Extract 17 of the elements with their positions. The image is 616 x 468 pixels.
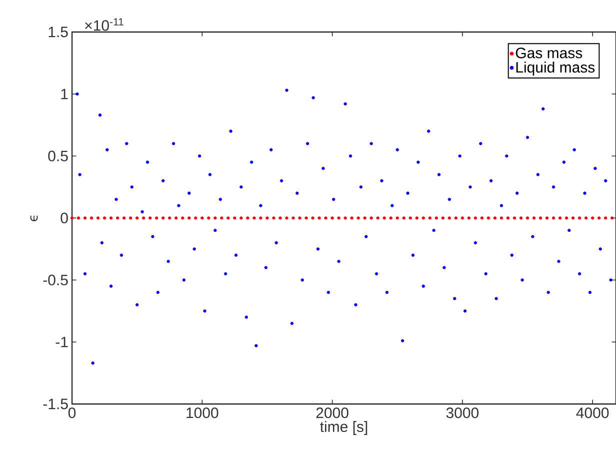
y-tick-label: 1.5 bbox=[48, 26, 68, 38]
x-tick-label: 1000 bbox=[186, 408, 218, 418]
x-tick-label: 3000 bbox=[446, 408, 479, 418]
legend-label: Gas mass bbox=[516, 48, 582, 58]
y-tick-label: 1 bbox=[61, 88, 68, 100]
x-axis-title: time [s] bbox=[320, 421, 368, 435]
y-tick-label: -1.5 bbox=[43, 398, 68, 410]
y-tick-label: 0 bbox=[60, 212, 68, 224]
x-tick-label: 2000 bbox=[316, 408, 348, 418]
text: ×10$^{-11}$ bbox=[85, 18, 124, 31]
y-axis-title: ϵ bbox=[30, 216, 38, 222]
x-tick-label: 0 bbox=[68, 408, 76, 418]
y-tick-label: 0.5 bbox=[48, 150, 68, 162]
x-tick-label: 4000 bbox=[576, 408, 609, 418]
y-tick-label: -0.5 bbox=[43, 274, 68, 286]
legend-label: Liquid mass bbox=[516, 62, 595, 76]
y-tick-label: -1 bbox=[56, 336, 68, 348]
